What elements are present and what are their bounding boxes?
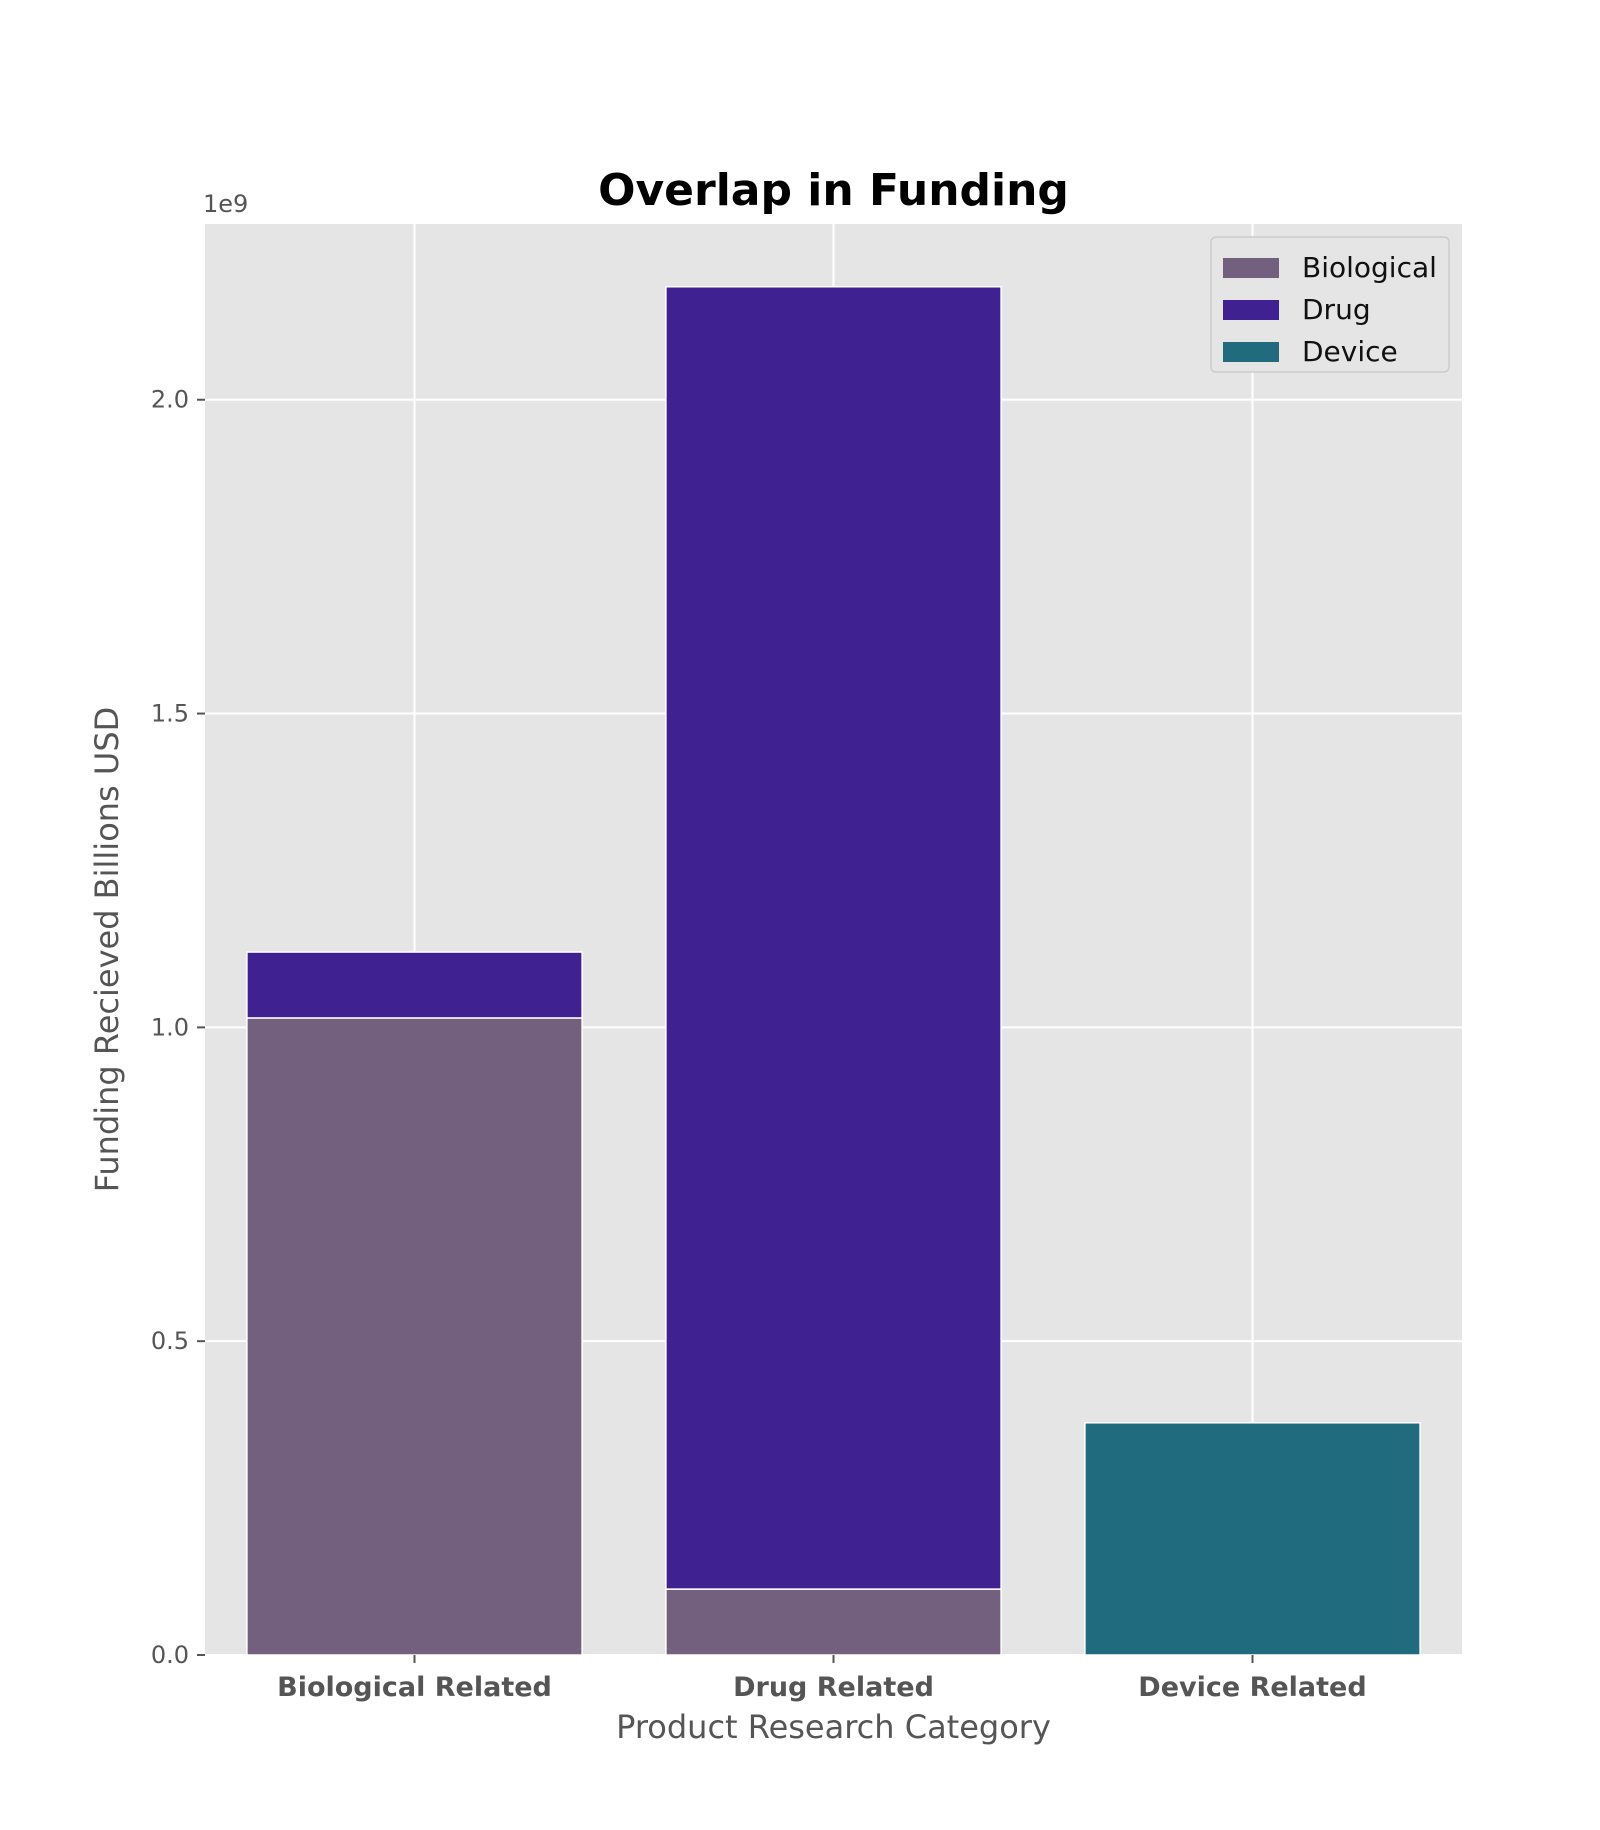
y-tick-label: 1.5: [151, 700, 189, 728]
x-axis-label: Product Research Category: [616, 1708, 1051, 1746]
y-axis-ticks: 0.0 0.5 1.0 1.5 2.0: [151, 386, 205, 1669]
legend-swatch-device: [1223, 342, 1279, 362]
legend-label-device: Device: [1302, 335, 1398, 368]
bar-device-3: [1084, 1422, 1421, 1656]
legend: Biological Drug Device: [1210, 236, 1450, 373]
bar-drug-2: [665, 286, 1002, 1590]
x-axis-ticks: Biological Related Drug Related Device Rel…: [277, 1655, 1367, 1703]
bar-biological-1: [246, 1017, 583, 1656]
legend-swatch-biological: [1223, 258, 1279, 278]
x-tick-label: Device Related: [1138, 1672, 1366, 1703]
x-tick-label: Drug Related: [733, 1672, 934, 1703]
y-axis-label: Funding Recieved Billions USD: [88, 707, 126, 1193]
bar-drug-1: [246, 951, 583, 1019]
y-axis-offset-label: 1e9: [203, 190, 248, 218]
y-tick-label: 0.5: [151, 1327, 189, 1355]
legend-label-drug: Drug: [1302, 293, 1371, 326]
bar-biological-2: [665, 1588, 1002, 1656]
y-tick-label: 1.0: [151, 1013, 189, 1041]
y-tick-label: 0.0: [151, 1641, 189, 1669]
y-tick-label: 2.0: [151, 386, 189, 414]
chart-title: Overlap in Funding: [598, 165, 1069, 216]
legend-swatch-drug: [1223, 300, 1279, 320]
x-tick-label: Biological Related: [277, 1672, 552, 1703]
legend-label-biological: Biological: [1302, 251, 1437, 284]
bars: [246, 286, 1421, 1656]
